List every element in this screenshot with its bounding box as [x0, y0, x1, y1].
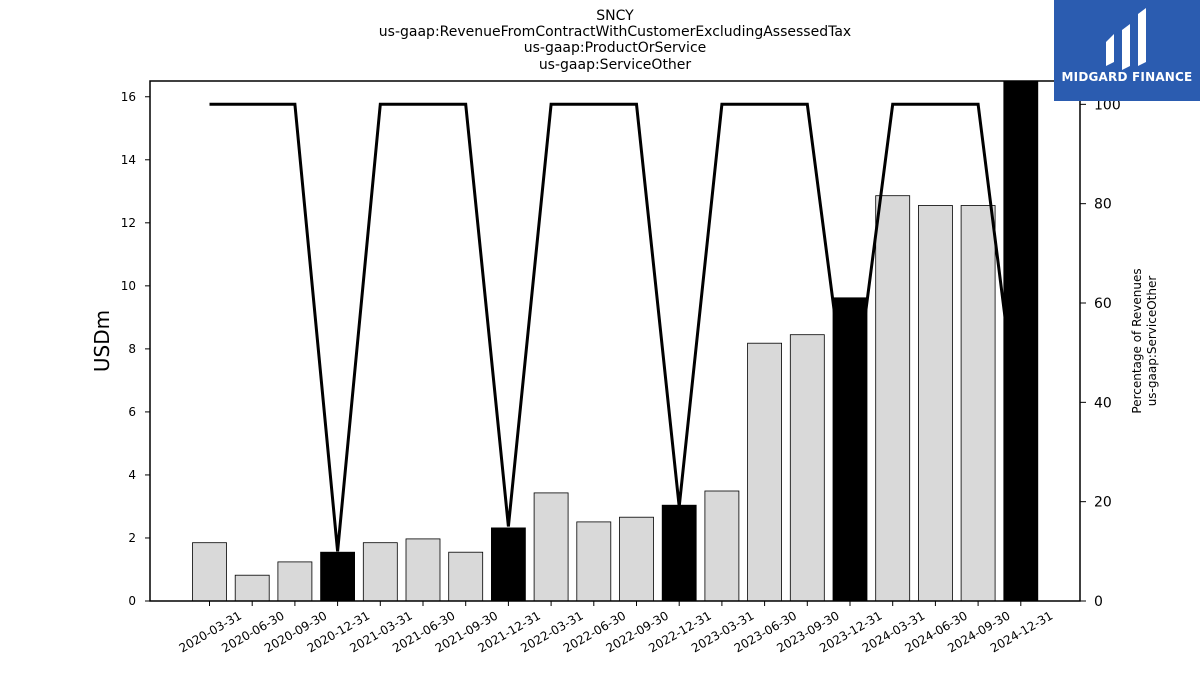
chart-title-line-3: us-gaap:ProductOrService	[524, 40, 707, 56]
y2-tick-label: 100	[1094, 97, 1121, 113]
bar-2022-03-31	[533, 492, 569, 602]
chart-title-line-2: us-gaap:RevenueFromContractWithCustomerE…	[379, 24, 851, 40]
y2-axis-label-line-2: us-gaap:ServiceOther	[1145, 276, 1159, 407]
y-tick-label: 0	[128, 594, 136, 608]
y2-tick-label: 40	[1094, 395, 1112, 411]
bar-series	[192, 80, 1039, 602]
y-axis-ticks: 0 2 4 6 8 10 12 14 16	[121, 90, 150, 608]
y-tick-label: 14	[121, 153, 136, 167]
logo-text: MIDGARD FINANCE	[1061, 70, 1193, 84]
bar-2022-06-30	[576, 521, 612, 602]
y-tick-label: 12	[121, 216, 136, 230]
bar-2024-09-30	[960, 205, 996, 602]
plot-frame	[149, 80, 1081, 602]
y-tick-label: 10	[121, 279, 136, 293]
bar-2021-06-30	[405, 538, 441, 602]
y-axis-label: USDm	[90, 310, 114, 372]
y2-tick-label: 80	[1094, 197, 1112, 213]
bar-2023-06-30	[747, 342, 782, 602]
chart-title: SNCY us-gaap:RevenueFromContractWithCust…	[379, 8, 851, 73]
x-axis-ticks: 2020-03-312020-06-302020-09-302020-12-31…	[177, 601, 1055, 655]
y-tick-label: 2	[128, 531, 136, 545]
bar-2022-12-31	[661, 504, 697, 602]
bar-2021-09-30	[448, 551, 484, 602]
bar-2020-06-30	[234, 574, 270, 602]
y2-axis-label-line-1: Percentage of Revenues	[1130, 268, 1144, 413]
chart-title-line-1: SNCY	[596, 8, 634, 24]
bar-2024-03-31	[875, 195, 911, 602]
percentage-line	[209, 102, 1023, 552]
chart-title-line-4: us-gaap:ServiceOther	[539, 57, 692, 73]
y2-tick-label: 20	[1094, 495, 1112, 511]
bar-2023-03-31	[704, 490, 740, 602]
percentage-series	[209, 102, 1023, 552]
bar-2023-09-30	[789, 334, 825, 602]
midgard-finance-logo: MIDGARD FINANCE	[1054, 0, 1200, 101]
bar-2020-09-30	[277, 561, 313, 602]
y-tick-label: 6	[128, 405, 136, 419]
bar-2024-06-30	[918, 205, 953, 602]
y-tick-label: 4	[128, 468, 136, 482]
bar-2022-09-30	[619, 516, 654, 602]
bar-2020-03-31	[192, 542, 227, 602]
bar-2020-12-31	[320, 551, 356, 602]
y2-tick-label: 0	[1094, 594, 1103, 610]
y-tick-label: 8	[128, 342, 136, 356]
bar-2021-12-31	[490, 527, 526, 602]
bar-2021-03-31	[362, 542, 398, 602]
y2-tick-label: 60	[1094, 296, 1112, 312]
y-tick-label: 16	[121, 90, 136, 104]
logo-mark-icon	[1106, 8, 1146, 70]
y2-axis-ticks: 0 20 40 60 80 100	[1080, 97, 1121, 610]
